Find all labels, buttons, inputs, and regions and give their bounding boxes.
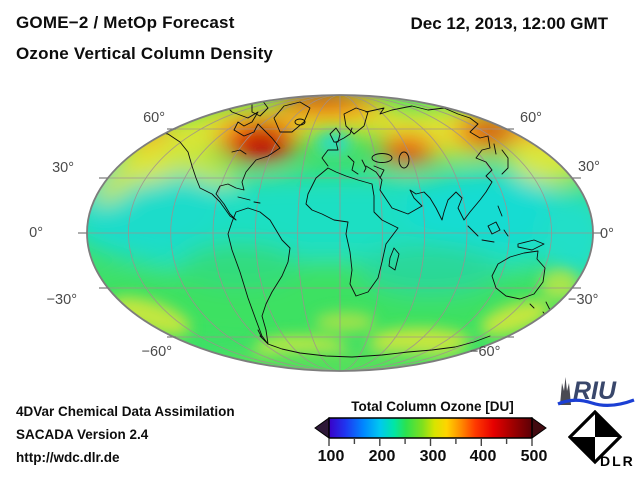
lat-label-right-minus30: −30° <box>568 292 598 308</box>
footer-url-label: http://wdc.dlr.de <box>16 450 120 465</box>
dlr-logo-text: DLR <box>600 453 635 469</box>
lat-label-right-60: 60° <box>520 110 542 126</box>
graticule-grid <box>87 95 593 371</box>
dlr-logo: DLR <box>568 410 635 469</box>
legend-right-arrow <box>531 417 547 439</box>
lat-label-left-30: 30° <box>52 160 74 176</box>
footer-version-label: SACADA Version 2.4 <box>16 427 149 442</box>
river-wave-icon <box>557 398 635 407</box>
lat-label-left-60: 60° <box>143 110 165 126</box>
dlr-emblem-icon <box>568 410 623 465</box>
lat-label-right-minus60: −60° <box>470 344 500 360</box>
lat-label-right-30: 30° <box>578 159 600 175</box>
legend-colorbar <box>314 417 547 446</box>
latitude-ticks <box>78 128 602 338</box>
legend-tick-label-500: 500 <box>520 448 548 465</box>
legend-tick-label-300: 300 <box>419 448 447 465</box>
legend-tick-label-100: 100 <box>317 448 345 465</box>
legend-title: Total Column Ozone [DU] <box>351 399 514 414</box>
legend-tick-label-200: 200 <box>368 448 396 465</box>
lat-label-left-minus30: −30° <box>47 292 77 308</box>
page-title-line2: Ozone Vertical Column Density <box>16 44 274 63</box>
ozone-color-field <box>87 95 593 371</box>
legend-ticks <box>328 439 533 446</box>
cathedral-icon <box>560 377 571 405</box>
coastlines <box>149 95 551 358</box>
page-title-line1: GOME−2 / MetOp Forecast <box>16 13 235 32</box>
lat-label-left-minus60: −60° <box>142 344 172 360</box>
legend-gradient-bar <box>328 417 533 439</box>
lat-label-left-0: 0° <box>29 225 43 241</box>
legend-tick-label-400: 400 <box>469 448 497 465</box>
latitude-labels: 60° 30° 0° −30° −60° 60° 30° 0° −30° −60… <box>29 110 614 360</box>
footer-assimilation-label: 4DVar Chemical Data Assimilation <box>16 404 235 419</box>
datetime-label: Dec 12, 2013, 12:00 GMT <box>410 14 608 33</box>
legend-left-arrow <box>314 417 330 439</box>
lat-label-right-0: 0° <box>600 226 614 242</box>
riu-logo: RIU <box>557 377 635 407</box>
